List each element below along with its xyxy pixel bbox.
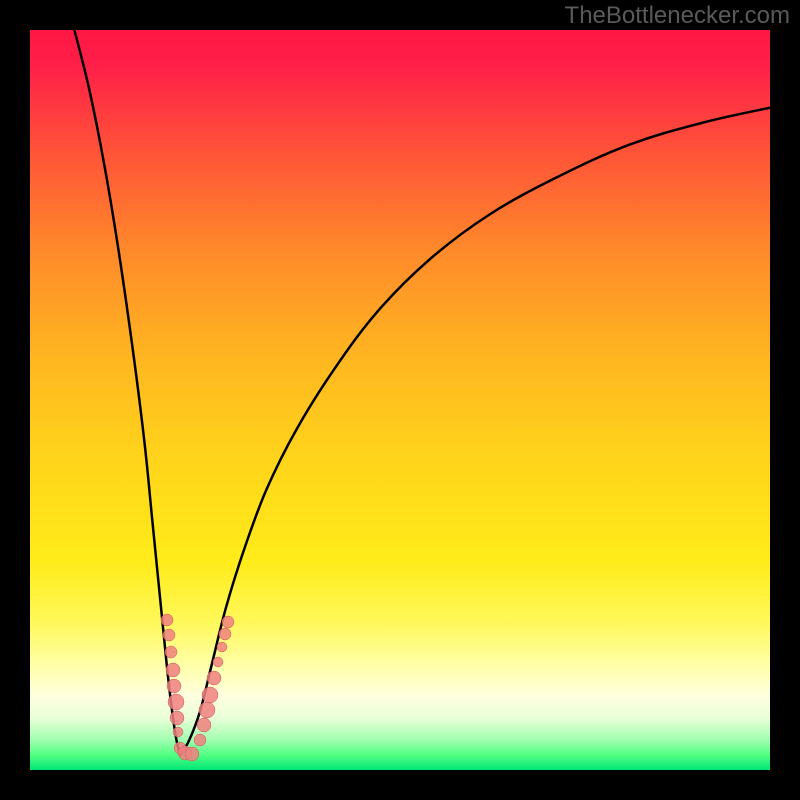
plot-area (30, 30, 770, 770)
data-marker (161, 614, 173, 626)
bottleneck-curve-left (74, 30, 180, 755)
data-marker (199, 702, 215, 718)
data-marker (197, 718, 211, 732)
data-marker (168, 694, 184, 710)
data-marker (165, 646, 177, 658)
data-marker (207, 671, 221, 685)
data-marker (166, 663, 180, 677)
data-marker (173, 727, 183, 737)
bottleneck-curve-right (180, 108, 770, 756)
data-marker (170, 711, 184, 725)
data-marker (213, 657, 223, 667)
data-marker (163, 629, 175, 641)
data-marker (194, 734, 206, 746)
data-markers (161, 614, 234, 761)
data-marker (217, 642, 227, 652)
data-marker (167, 679, 181, 693)
watermark-text: TheBottlenecker.com (565, 2, 790, 30)
data-marker (219, 628, 231, 640)
data-marker (185, 747, 199, 761)
data-marker (222, 616, 234, 628)
data-marker (202, 687, 218, 703)
curve-layer (30, 30, 770, 770)
